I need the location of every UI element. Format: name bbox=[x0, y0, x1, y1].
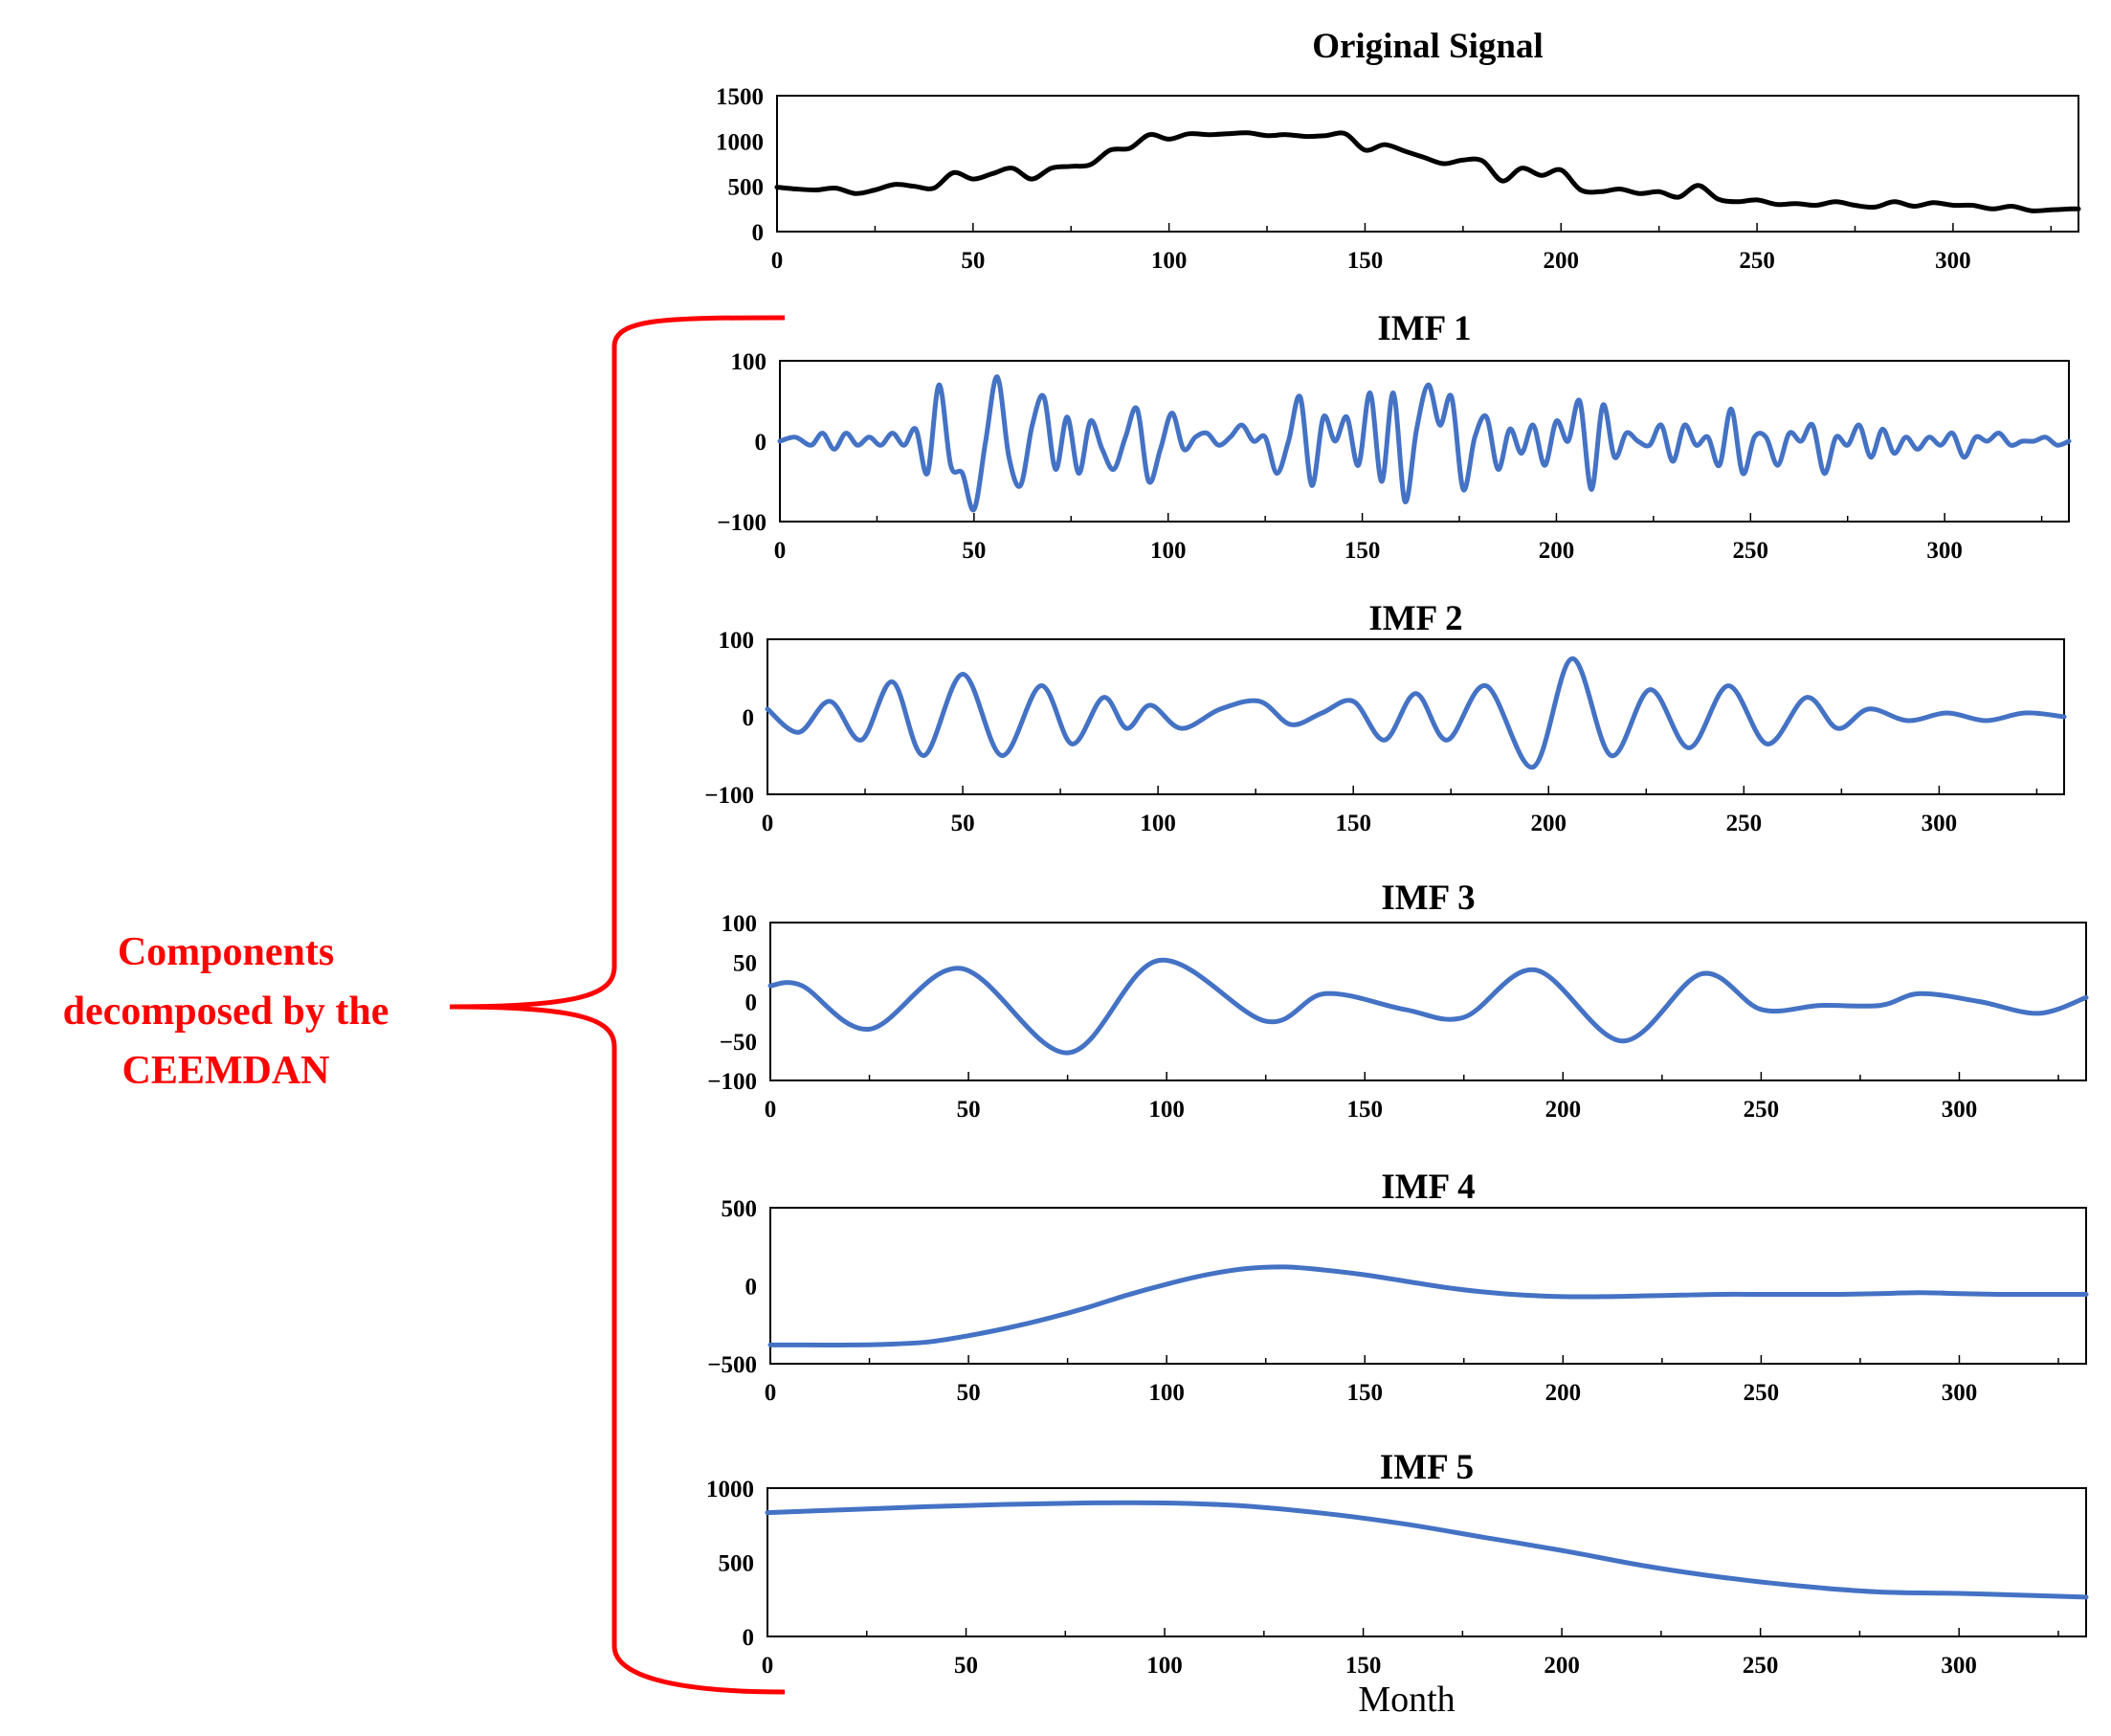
y-tick-label: 500 bbox=[719, 1551, 755, 1577]
series-line bbox=[765, 1500, 2089, 1600]
series-line bbox=[777, 374, 2072, 513]
x-tick-label: 200 bbox=[1544, 1653, 1580, 1679]
x-tick-label: 300 bbox=[1922, 811, 1958, 836]
x-tick-label: 0 bbox=[762, 811, 774, 836]
plot-frame bbox=[776, 95, 2079, 233]
x-tick-label: 250 bbox=[1744, 1097, 1780, 1123]
series-line bbox=[767, 957, 2089, 1056]
x-tick-label: 300 bbox=[1926, 538, 1963, 564]
y-tick-label: 100 bbox=[731, 349, 767, 375]
y-tick-label: 1000 bbox=[716, 129, 764, 155]
x-tick-label: 100 bbox=[1148, 1380, 1185, 1406]
y-tick-label: −500 bbox=[707, 1352, 757, 1378]
x-tick-label: 150 bbox=[1347, 248, 1384, 274]
x-tick-label: 200 bbox=[1531, 811, 1567, 836]
x-tick-label: 0 bbox=[771, 248, 784, 274]
y-tick-label: 1000 bbox=[706, 1477, 754, 1502]
series-line bbox=[767, 1264, 2089, 1347]
chart-panel-2: IMF 2 0 50 100 150 200 250 300 −100 0 100 bbox=[704, 599, 2067, 836]
x-tick-label: 150 bbox=[1335, 811, 1371, 836]
y-tick-label: 0 bbox=[743, 705, 755, 731]
x-tick-label: 300 bbox=[1935, 248, 1971, 274]
x-tick-label: 50 bbox=[957, 1380, 981, 1406]
x-tick-label: 50 bbox=[951, 811, 975, 836]
y-tick-label: 0 bbox=[745, 990, 758, 1016]
x-tick-label: 150 bbox=[1344, 538, 1381, 564]
y-tick-label: 0 bbox=[752, 220, 765, 246]
y-tick-label: −50 bbox=[720, 1030, 757, 1056]
series-line bbox=[774, 130, 2081, 213]
x-tick-label: 150 bbox=[1346, 1097, 1383, 1123]
chart-title: Original Signal bbox=[1312, 27, 1544, 66]
x-tick-label: 50 bbox=[954, 1653, 978, 1679]
annotation-line-3: CEEMDAN bbox=[122, 1049, 330, 1093]
chart-panel-4: IMF 4 0 50 100 150 200 250 300 −500 0 500 bbox=[707, 1168, 2089, 1406]
x-tick-label: 0 bbox=[765, 1097, 777, 1123]
chart-panel-1: IMF 1 0 50 100 150 200 250 300 −100 0 100 bbox=[717, 309, 2072, 564]
y-tick-label: −100 bbox=[707, 1069, 757, 1095]
series-line bbox=[765, 656, 2067, 770]
x-tick-label: 200 bbox=[1539, 538, 1575, 564]
x-tick-label: 300 bbox=[1942, 1097, 1978, 1123]
plot-frame bbox=[769, 1207, 2087, 1365]
chart-panel-3: IMF 3 0 50 100 150 200 250 300 −100 −50 0 50 100 bbox=[707, 879, 2089, 1123]
x-tick-label: 150 bbox=[1346, 1380, 1383, 1406]
x-tick-label: 250 bbox=[1739, 248, 1775, 274]
x-tick-label: 0 bbox=[765, 1380, 777, 1406]
x-tick-label: 250 bbox=[1744, 1380, 1780, 1406]
y-tick-label: 100 bbox=[719, 628, 755, 654]
chart-title: IMF 2 bbox=[1368, 599, 1462, 638]
x-tick-label: 150 bbox=[1345, 1653, 1382, 1679]
x-tick-label: 100 bbox=[1150, 538, 1187, 564]
x-tick-label: 300 bbox=[1941, 1653, 1977, 1679]
x-tick-label: 50 bbox=[962, 538, 986, 564]
x-tick-label: 200 bbox=[1545, 1380, 1582, 1406]
y-tick-label: 1500 bbox=[716, 84, 764, 110]
annotation-line-1: Components bbox=[118, 930, 334, 974]
x-tick-label: 100 bbox=[1146, 1653, 1183, 1679]
y-tick-label: 0 bbox=[743, 1625, 755, 1651]
x-axis-label: Month bbox=[1358, 1680, 1455, 1720]
chart-title: IMF 5 bbox=[1380, 1448, 1474, 1487]
x-tick-label: 250 bbox=[1733, 538, 1769, 564]
y-tick-label: −100 bbox=[704, 783, 754, 809]
x-tick-label: 300 bbox=[1942, 1380, 1978, 1406]
y-tick-label: 100 bbox=[722, 911, 758, 937]
x-tick-label: 100 bbox=[1151, 248, 1188, 274]
x-tick-label: 200 bbox=[1545, 1097, 1582, 1123]
y-tick-label: −100 bbox=[717, 510, 767, 536]
x-tick-label: 0 bbox=[774, 538, 787, 564]
x-tick-label: 200 bbox=[1544, 248, 1580, 274]
chart-panel-0: Original Signal 0 50 100 150 200 250 300 0 500 100… bbox=[716, 27, 2081, 274]
x-tick-label: 100 bbox=[1140, 811, 1176, 836]
curly-brace bbox=[449, 315, 786, 1695]
chart-title: IMF 1 bbox=[1377, 309, 1471, 348]
y-tick-label: 50 bbox=[733, 950, 757, 976]
x-tick-label: 50 bbox=[957, 1097, 981, 1123]
y-tick-label: 500 bbox=[728, 175, 765, 201]
y-tick-label: 0 bbox=[745, 1275, 758, 1301]
chart-title: IMF 3 bbox=[1381, 879, 1475, 918]
y-tick-label: 500 bbox=[722, 1196, 758, 1222]
x-tick-label: 100 bbox=[1148, 1097, 1185, 1123]
plot-frame bbox=[767, 638, 2065, 795]
y-tick-label: 0 bbox=[755, 430, 767, 456]
plot-frame bbox=[769, 922, 2087, 1081]
x-tick-label: 250 bbox=[1743, 1653, 1779, 1679]
plot-frame bbox=[767, 1487, 2087, 1637]
x-tick-label: 250 bbox=[1726, 811, 1763, 836]
x-tick-label: 50 bbox=[961, 248, 985, 274]
chart-title: IMF 4 bbox=[1381, 1168, 1475, 1207]
x-tick-label: 0 bbox=[762, 1653, 774, 1679]
annotation-line-2: decomposed by the bbox=[63, 990, 389, 1034]
chart-panel-5: IMF 5 0 50 100 150 200 250 300 0 500 1000 bbox=[706, 1448, 2089, 1679]
